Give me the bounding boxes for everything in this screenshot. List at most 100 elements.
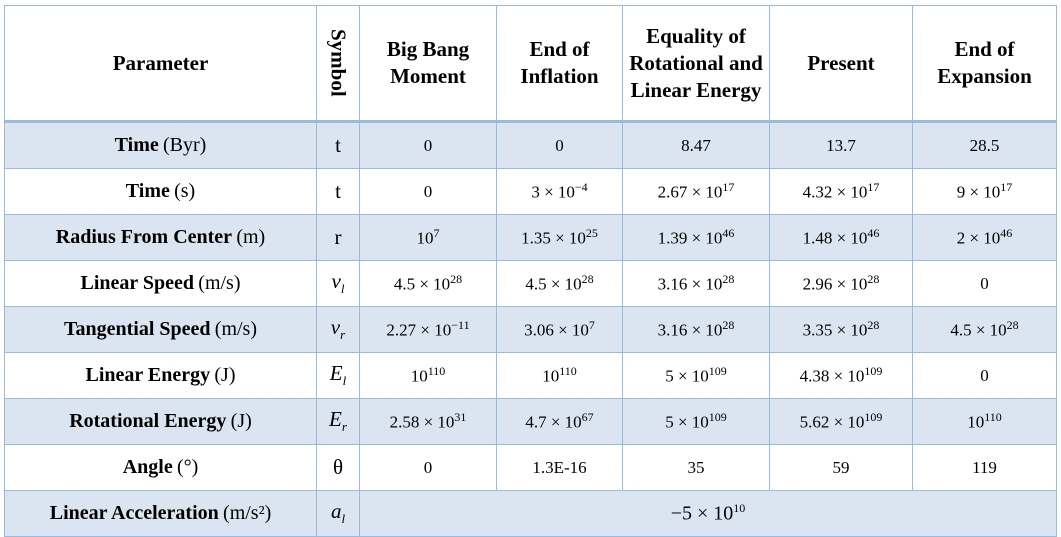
parameter-cell: Linear Energy (J)	[4, 352, 317, 399]
value-exponent: 10	[733, 501, 746, 516]
value-base: 4.38 × 10	[799, 366, 865, 386]
symbol-cell: vr	[316, 306, 360, 353]
value-exponent: 17	[722, 180, 735, 195]
value: 0	[423, 457, 433, 477]
header-row: Parameter Symbol Big Bang Moment End of Inf…	[4, 5, 1057, 123]
parameter-name: Rotational Energy	[69, 410, 227, 432]
parameter-unit: (m)	[236, 226, 266, 248]
parameter-cell: Tangential Speed (m/s)	[4, 306, 317, 353]
symbol-cell: al	[316, 490, 360, 537]
symbol: r	[334, 225, 342, 249]
value-cell: 5 × 10109	[622, 352, 770, 399]
value-cell: 2.96 × 1028	[769, 260, 913, 307]
value-base: 4.5 × 10	[393, 274, 451, 294]
value-base: 3 × 10	[531, 182, 575, 202]
value-cell: 4.32 × 1017	[769, 168, 913, 215]
value-exponent: 28	[867, 318, 880, 333]
parameter-unit: (Byr)	[163, 134, 207, 156]
header-cell: Parameter	[4, 5, 317, 123]
value-base: 3.06 × 10	[524, 320, 589, 340]
header-cell: Present	[769, 5, 913, 123]
value-exponent: 7	[588, 318, 595, 333]
value-cell: 0	[359, 168, 497, 215]
value-cell: 0	[912, 352, 1057, 399]
value-exponent: 28	[581, 272, 594, 287]
symbol-subscript: l	[342, 373, 347, 389]
symbol-cell: Er	[316, 398, 360, 445]
value-cell: 119	[912, 444, 1057, 491]
value-cell: 5 × 10109	[622, 398, 770, 445]
value-base: 3.16 × 10	[657, 320, 723, 340]
value-base: 2 × 10	[956, 228, 1001, 248]
value-exponent: 28	[722, 272, 735, 287]
value-base: 5 × 10	[665, 366, 709, 386]
table-row: Time (s) t 0 3 × 10−4 2.67 × 1017 4.32 × 1017…	[4, 168, 1057, 215]
value-exponent: 28	[722, 318, 735, 333]
value-cell: 59	[769, 444, 913, 491]
value: 0	[980, 273, 989, 293]
value-base: 9 × 10	[956, 182, 1001, 202]
value-cell: 4.5 × 1028	[359, 260, 497, 307]
header-cell: End of Inflation	[496, 5, 623, 123]
parameter-unit: (s)	[174, 180, 196, 202]
value: 0	[980, 365, 989, 385]
parameter-cell: Time (Byr)	[4, 121, 317, 169]
symbol: E	[329, 407, 342, 432]
value: 8.47	[681, 135, 711, 155]
parameter-name: Linear Speed	[80, 272, 195, 294]
table-body: Time (Byr) t 0 0 8.47 13.7 28.5 Time (s) t 0 3 × 1…	[4, 121, 1057, 537]
value: 59	[832, 457, 850, 477]
value-cell: 2.67 × 1017	[622, 168, 770, 215]
value-cell: 0	[912, 260, 1057, 307]
value-exponent: 46	[867, 226, 880, 241]
value-cell: 3.06 × 107	[496, 306, 623, 353]
parameter-name: Time	[125, 180, 170, 202]
value-cell: 3.35 × 1028	[769, 306, 913, 353]
symbol-cell: t	[316, 168, 360, 215]
value-base: 3.35 × 10	[802, 320, 868, 340]
value-cell: 13.7	[769, 121, 913, 169]
value-base: −5 × 10	[670, 502, 734, 525]
value-exponent: 31	[454, 410, 467, 425]
symbol: t	[335, 179, 341, 203]
value: 119	[972, 457, 997, 477]
value-cell: 3.16 × 1028	[622, 306, 770, 353]
symbol-cell: vl	[316, 260, 360, 307]
header-cell: Big Bang Moment	[359, 5, 497, 123]
symbol-subscript: l	[340, 281, 345, 297]
value-exponent: 28	[867, 272, 880, 287]
symbol-cell: t	[316, 121, 360, 169]
value-cell: 10110	[496, 352, 623, 399]
value-exponent: 46	[1000, 226, 1013, 241]
table-row: Time (Byr) t 0 0 8.47 13.7 28.5	[4, 121, 1057, 169]
header-cell: Equality of Rotational and Linear Energy	[622, 5, 770, 123]
value-cell: 0	[359, 444, 497, 491]
parameter-unit: (m/s)	[198, 272, 241, 294]
value-cell: 35	[622, 444, 770, 491]
value-exponent: 28	[1006, 318, 1019, 333]
value-cell: 2.58 × 1031	[359, 398, 497, 445]
header-cell: End of Expansion	[912, 5, 1057, 123]
table-row: Tangential Speed (m/s) vr 2.27 × 10−11 3.06…	[4, 306, 1057, 353]
parameter-cell: Time (s)	[4, 168, 317, 215]
value-cell: 5.62 × 10109	[769, 398, 913, 445]
value-exponent: 17	[867, 180, 880, 195]
value-cell: 4.7 × 1067	[496, 398, 623, 445]
parameter-name: Tangential Speed	[64, 318, 211, 340]
value-exponent: 110	[427, 364, 446, 379]
data-table: Parameter Symbol Big Bang Moment End of Inf…	[4, 5, 1057, 537]
value-base: 10	[542, 366, 560, 386]
value-base: 10	[967, 412, 985, 432]
value: 13.7	[826, 135, 856, 155]
value-cell: 1.48 × 1046	[769, 214, 913, 261]
value-cell: 1.3E-16	[496, 444, 623, 491]
symbol-cell: θ	[316, 444, 360, 491]
parameter-unit: (J)	[214, 364, 236, 386]
table-row: Linear Speed (m/s) vl 4.5 × 1028 4.5 × 1028…	[4, 260, 1057, 307]
table-row: Radius From Center (m) r 107 1.35 × 1025 1.3…	[4, 214, 1057, 261]
value-cell: 1.39 × 1046	[622, 214, 770, 261]
symbol: v	[330, 315, 341, 340]
value-base: 4.32 × 10	[802, 182, 868, 202]
symbol: a	[330, 499, 342, 524]
